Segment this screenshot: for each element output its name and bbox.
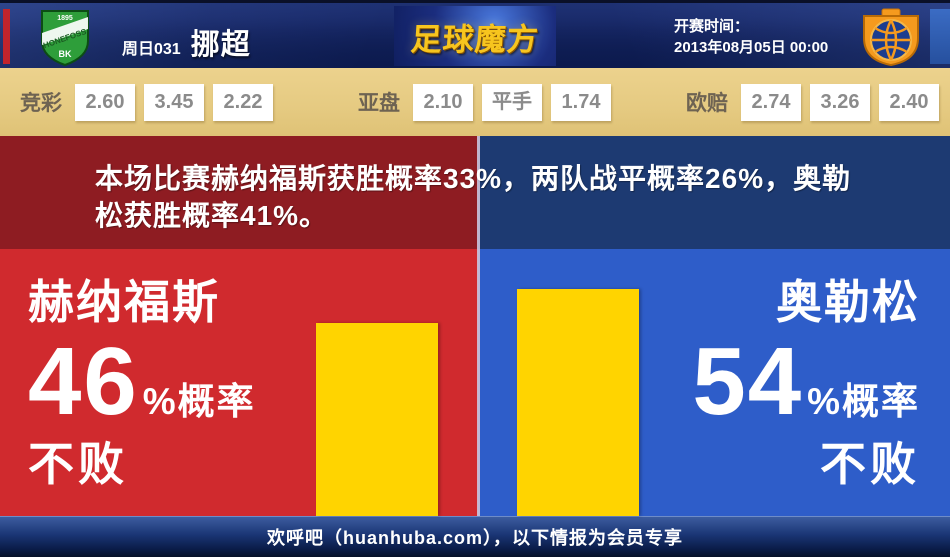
brand-text: 足球魔方 (409, 21, 541, 57)
odds-value-oupei-draw[interactable]: 3.26 (810, 83, 870, 121)
odds-value-yapan-home[interactable]: 2.10 (413, 83, 473, 121)
prediction-panel: 本场比赛赫纳福斯获胜概率33%，两队战平概率26%，奥勒松获胜概率41%。 赫纳… (0, 136, 950, 516)
svg-text:1895: 1895 (57, 15, 73, 22)
odds-value-oupei-away[interactable]: 2.40 (879, 83, 939, 121)
header-right-blue-strip (930, 9, 950, 64)
summary-band-away-bg (478, 136, 950, 249)
summary-band-home-bg (0, 136, 478, 249)
odds-value-jingcai-draw[interactable]: 3.45 (144, 83, 204, 121)
summary-band (0, 136, 950, 249)
home-team-crest-icon: 1895 HONEFOSS BK (24, 7, 106, 67)
header-left-red-stripe (3, 9, 10, 64)
kickoff-datetime: 2013年08月05日 00:00 (674, 39, 829, 56)
odds-value-jingcai-away[interactable]: 2.22 (213, 83, 273, 121)
away-prediction-block: 奥勒松 54 %概率 不败 (692, 276, 920, 490)
away-probability-suffix: %概率 (807, 381, 920, 422)
top-border-line (0, 0, 950, 3)
match-info: 周日031 挪超 (122, 21, 251, 63)
home-prediction-block: 赫纳福斯 46 %概率 不败 (28, 276, 256, 490)
away-probability-value: 54 (692, 328, 804, 435)
match-code: 周日031 (122, 41, 181, 58)
panel-divider (477, 136, 480, 516)
away-probability: 54 %概率 (692, 332, 920, 432)
odds-group-yapan: 亚盘 2.10 平手 1.74 (358, 68, 611, 136)
home-probability-bar (316, 323, 438, 516)
odds-label-jingcai: 竞彩 (20, 92, 62, 115)
odds-value-oupei-home[interactable]: 2.74 (741, 83, 801, 121)
league-name: 挪超 (190, 29, 251, 61)
home-probability-value: 46 (28, 328, 139, 435)
match-header: 1895 HONEFOSS BK 周日031 挪超 足球魔方 开赛时间： 201… (0, 3, 950, 68)
odds-bar: 竞彩 2.60 3.45 2.22 亚盘 2.10 平手 1.74 欧赔 2.7… (0, 68, 950, 136)
site-brand-logo: 足球魔方 (394, 6, 556, 66)
odds-label-yapan: 亚盘 (358, 92, 400, 115)
away-team-crest-icon (856, 8, 926, 67)
away-probability-bar (517, 289, 639, 516)
kickoff-time: 开赛时间： 2013年08月05日 00:00 (674, 16, 828, 58)
match-probability-summary: 本场比赛赫纳福斯获胜概率33%，两队战平概率26%，奥勒松获胜概率41%。 (95, 163, 852, 231)
home-outcome: 不败 (28, 438, 128, 490)
odds-group-oupei: 欧赔 2.74 3.26 2.40 (686, 68, 939, 136)
home-probability-suffix: %概率 (142, 381, 256, 422)
kickoff-label: 开赛时间： (674, 18, 750, 35)
footer-promo-text: 欢呼吧（huanhuba.com），以下情报为会员专享 (266, 528, 683, 548)
away-outcome: 不败 (820, 438, 920, 490)
odds-label-oupei: 欧赔 (686, 92, 728, 115)
away-team-name: 奥勒松 (776, 276, 920, 328)
odds-group-jingcai: 竞彩 2.60 3.45 2.22 (20, 68, 273, 136)
svg-text:BK: BK (59, 49, 72, 59)
odds-value-jingcai-home[interactable]: 2.60 (75, 83, 135, 121)
home-probability: 46 %概率 (28, 332, 256, 432)
odds-value-yapan-handicap[interactable]: 平手 (482, 83, 542, 121)
home-team-name: 赫纳福斯 (28, 276, 220, 328)
odds-value-yapan-away[interactable]: 1.74 (551, 83, 611, 121)
footer-bar: 欢呼吧（huanhuba.com），以下情报为会员专享 (0, 516, 950, 557)
